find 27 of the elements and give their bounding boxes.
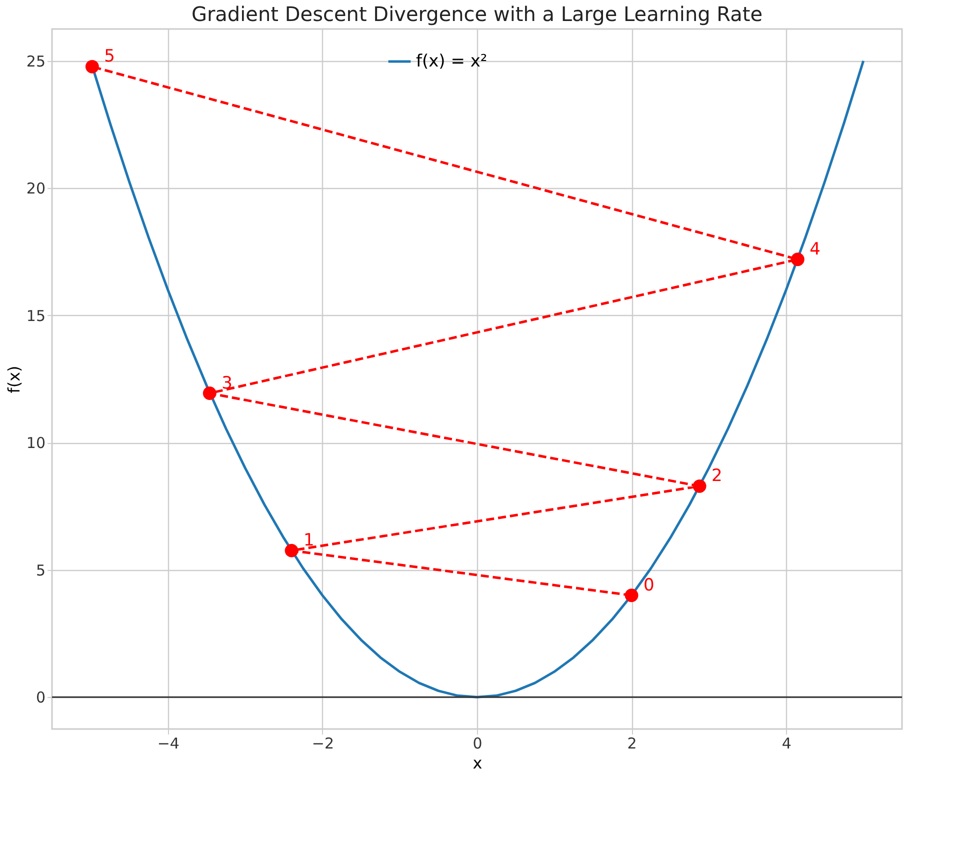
x-tick-label: −4: [157, 734, 180, 752]
legend-label: f(x) = x²: [416, 52, 488, 72]
point: [624, 588, 638, 602]
point: [790, 252, 804, 266]
x-tick-label: 0: [472, 734, 482, 752]
y-tick-label: 20: [26, 180, 46, 198]
x-tick-label: 2: [627, 734, 637, 752]
y-tick-label: 0: [36, 688, 46, 707]
chart-title: Gradient Descent Divergence with a Large Learning Rate: [191, 2, 763, 26]
y-axis-title: f(x): [4, 366, 24, 394]
point: [284, 544, 298, 558]
x-tick-label: 4: [782, 734, 792, 752]
annotation: 3: [222, 373, 232, 394]
annotation: 2: [712, 466, 722, 486]
annotation: 4: [810, 239, 821, 260]
x-axis-title: x: [472, 754, 482, 772]
y-tick-label: 10: [26, 434, 46, 452]
y-tick-label: 15: [26, 306, 46, 325]
annotation: 1: [304, 530, 314, 551]
point: [202, 386, 216, 400]
y-tick-label: 25: [26, 52, 46, 70]
x-tick-label: −2: [312, 734, 334, 752]
annotation: 0: [644, 575, 654, 596]
point: [85, 60, 99, 74]
point: [692, 479, 706, 493]
annotation: 5: [104, 46, 116, 67]
y-tick-label: 5: [36, 561, 46, 580]
